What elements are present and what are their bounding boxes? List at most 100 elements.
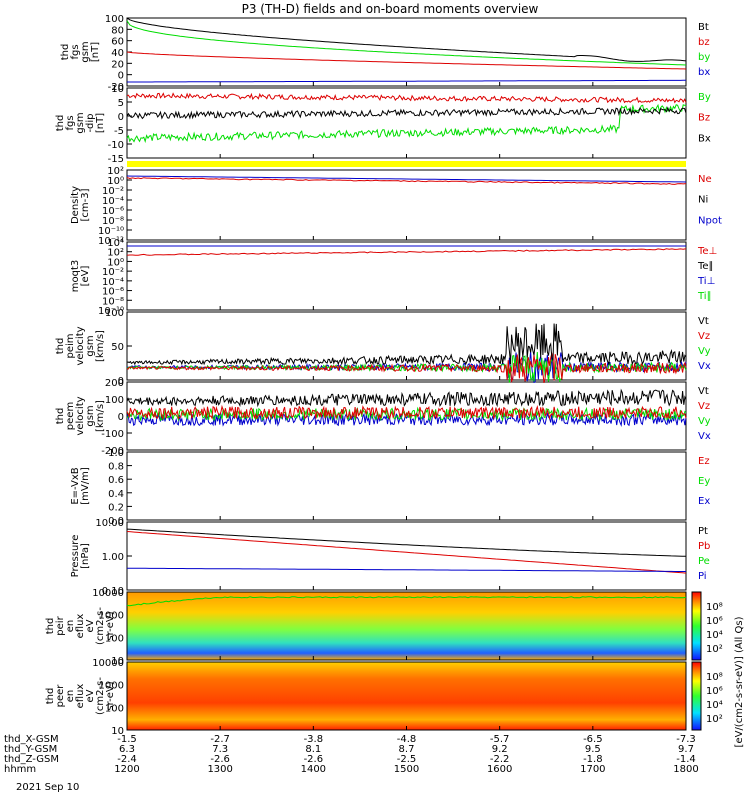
ephemeris-value: -2.6 [210, 754, 230, 765]
ephemeris-value: -2.7 [210, 734, 230, 745]
tick-label: 10⁻¹⁰ [98, 306, 124, 317]
legend-Pi: Pi [698, 571, 707, 582]
panel-3: Density [cm-3] 10²10⁰10⁻²10⁻⁴10⁻⁶10⁻⁸10⁻¹⁰… [70, 166, 722, 247]
legend-Pb: Pb [698, 541, 710, 552]
tick-label: 10² [107, 166, 124, 177]
panel-ylabel: E=-VxB [70, 467, 81, 504]
legend-Vz: Vz [698, 331, 710, 342]
ephemeris-value: 1700 [580, 764, 605, 775]
panel-ylabel: eflux [75, 614, 86, 639]
tick-label: 100 [105, 633, 124, 644]
tick-label: 10⁻⁴ [102, 196, 124, 207]
tick-label: 1000 [99, 681, 124, 692]
panel-ylabel: eV [85, 619, 96, 632]
colorbar-tick: 10⁸ [706, 672, 723, 683]
ephemeris-value: 1300 [207, 764, 232, 775]
ephemeris-label: thd_X-GSM [4, 734, 59, 745]
ephemeris-label: hhmm [4, 764, 36, 775]
tick-label: 0.0 [108, 516, 124, 527]
series-Bt [126, 17, 687, 62]
panel-ylabel: -dip [85, 113, 96, 132]
panel-ylabel: thd [55, 338, 66, 355]
ephemeris-value: 1600 [487, 764, 512, 775]
colorbar-tick: 10⁶ [706, 686, 723, 697]
tick-label: 10⁴ [107, 238, 124, 249]
legend-Vx: Vx [698, 431, 711, 442]
tick-label: 40 [111, 48, 124, 59]
legend-Bx: Bx [698, 133, 711, 144]
panel-7: E=-VxB [mV/m] 1.0 0.8 0.6 0.4 0.2 0.0 Ez Ey Ex [70, 448, 710, 527]
panel-ylabel: en [65, 620, 76, 633]
tick-label: 10⁻² [102, 267, 124, 278]
tick-label: 50 [111, 342, 124, 353]
legend-Pe: Pe [698, 556, 710, 567]
tick-label: 10⁻⁶ [102, 206, 124, 217]
panel-9: thd peir en eflux eV (cm2-s-sr-eV) 10000 1000 10… [45, 588, 723, 667]
ephemeris-value: 7.3 [212, 744, 228, 755]
ephemeris-value: -5.7 [490, 734, 510, 745]
legend-Vt: Vt [698, 316, 709, 327]
panel-frame [126, 17, 687, 87]
panel-ylabel: thd [55, 115, 66, 132]
panel-ylabel: peim [65, 333, 76, 358]
panel-ylabel: [nT] [90, 42, 101, 62]
tick-label: -20 [108, 82, 124, 93]
colorbar-tick: 10⁸ [706, 602, 723, 613]
panel-ylabel: velocity [75, 396, 86, 435]
tick-label: 0 [118, 412, 124, 423]
tick-label: -10 [108, 140, 124, 151]
series-Ne [126, 177, 687, 185]
panel-ylabel: fgs [65, 115, 76, 130]
chart-title: P3 (TH-D) fields and on-board moments ov… [242, 2, 539, 16]
panel-ylabel: [cm-3] [80, 188, 91, 221]
panel-ylabel: thd [55, 408, 66, 425]
ephemeris-label: thd_Z-GSM [4, 754, 59, 765]
tick-label: 10⁻² [102, 186, 124, 197]
tick-label: 10⁻⁸ [102, 216, 124, 227]
ephemeris-label: thd_Y-GSM [4, 744, 57, 755]
tick-label: 0.8 [108, 462, 124, 473]
panel-ylabel: peer [55, 684, 66, 708]
series-Bx [126, 106, 687, 120]
tick-label: 100 [105, 703, 124, 714]
tick-label: 1000 [99, 611, 124, 622]
tick-label: 10 [111, 656, 124, 667]
panel-ylabel: [mV/m] [80, 467, 91, 505]
tick-label: -5 [114, 126, 124, 137]
ephemeris-value: -7.3 [676, 734, 696, 745]
legend-by: by [698, 52, 710, 63]
tick-label: 100 [105, 14, 124, 25]
legend-Ni: Ni [698, 195, 708, 206]
tick-label: 60 [111, 37, 124, 48]
ephemeris-value: -2.2 [490, 754, 510, 765]
tick-label: 0 [118, 71, 124, 82]
colorbar-tick: 10⁴ [706, 700, 723, 711]
ephemeris-value: 1500 [394, 764, 419, 775]
series-By [126, 103, 687, 144]
panel-ylabel: gsm [85, 335, 96, 356]
ephemeris-value: -4.8 [397, 734, 417, 745]
ephemeris-value: 9.5 [585, 744, 601, 755]
colorbar-tick: 10⁴ [706, 630, 723, 641]
tick-label: 5 [118, 98, 124, 109]
tick-label: 10⁻¹² [98, 236, 124, 247]
panel-ylabel: sr-eV) [105, 611, 116, 640]
legend-Vy: Vy [698, 416, 711, 427]
panel-ylabel: moqt3 [70, 260, 81, 293]
tick-label: -100 [101, 429, 124, 440]
legend-By: By [698, 92, 711, 103]
legend-bz: bz [698, 37, 710, 48]
ephemeris-value: -2.5 [397, 754, 417, 765]
panel-ylabel: [nPa] [80, 543, 91, 569]
panel-ylabel: peem [65, 402, 76, 430]
ephemeris-value: -1.4 [676, 754, 696, 765]
legend-Bt: Bt [698, 22, 709, 33]
date-label: 2021 Sep 10 [16, 782, 79, 793]
legend-Vz: Vz [698, 401, 710, 412]
tick-label: 0 [118, 376, 124, 387]
series-bx [127, 79, 686, 83]
series-Npot [126, 175, 687, 183]
panel-5: thd peim velocity gsm [km/s] 100 50 0 Vt Vz Vy Vx [55, 308, 711, 387]
